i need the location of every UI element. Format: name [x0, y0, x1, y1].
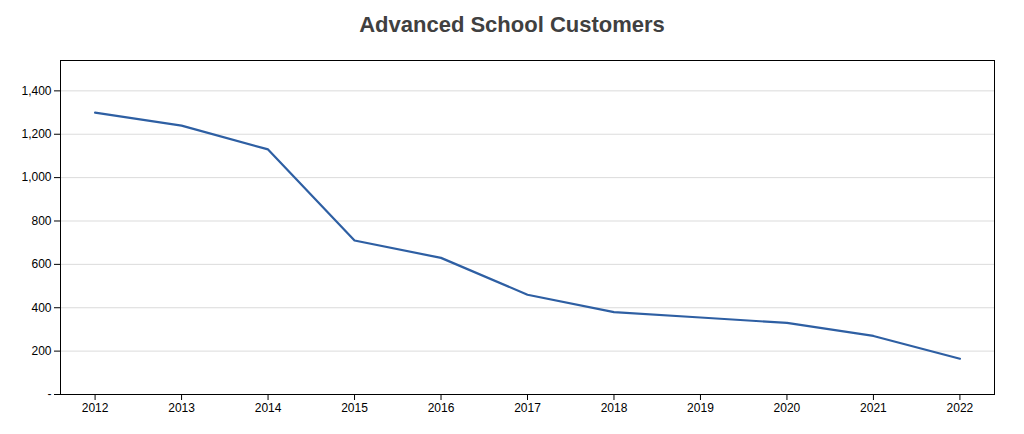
- svg-text:2014: 2014: [255, 401, 282, 415]
- svg-text:2022: 2022: [947, 401, 974, 415]
- svg-text:2019: 2019: [687, 401, 714, 415]
- svg-text:800: 800: [31, 214, 51, 228]
- svg-text:2015: 2015: [341, 401, 368, 415]
- svg-text:2020: 2020: [774, 401, 801, 415]
- svg-text:2016: 2016: [428, 401, 455, 415]
- svg-text:600: 600: [31, 257, 51, 271]
- svg-text:1,000: 1,000: [21, 170, 51, 184]
- svg-text:2013: 2013: [168, 401, 195, 415]
- svg-text:1,200: 1,200: [21, 127, 51, 141]
- svg-text:2021: 2021: [860, 401, 887, 415]
- svg-text:400: 400: [31, 301, 51, 315]
- svg-text:1,400: 1,400: [21, 84, 51, 98]
- html-text:Advanced School Customers: Advanced School Customers: [359, 12, 665, 37]
- svg-text:2018: 2018: [601, 401, 628, 415]
- svg-text:200: 200: [31, 344, 51, 358]
- svg-text:2012: 2012: [82, 401, 109, 415]
- svg-text:2017: 2017: [514, 401, 541, 415]
- svg-text:-: -: [48, 387, 52, 401]
